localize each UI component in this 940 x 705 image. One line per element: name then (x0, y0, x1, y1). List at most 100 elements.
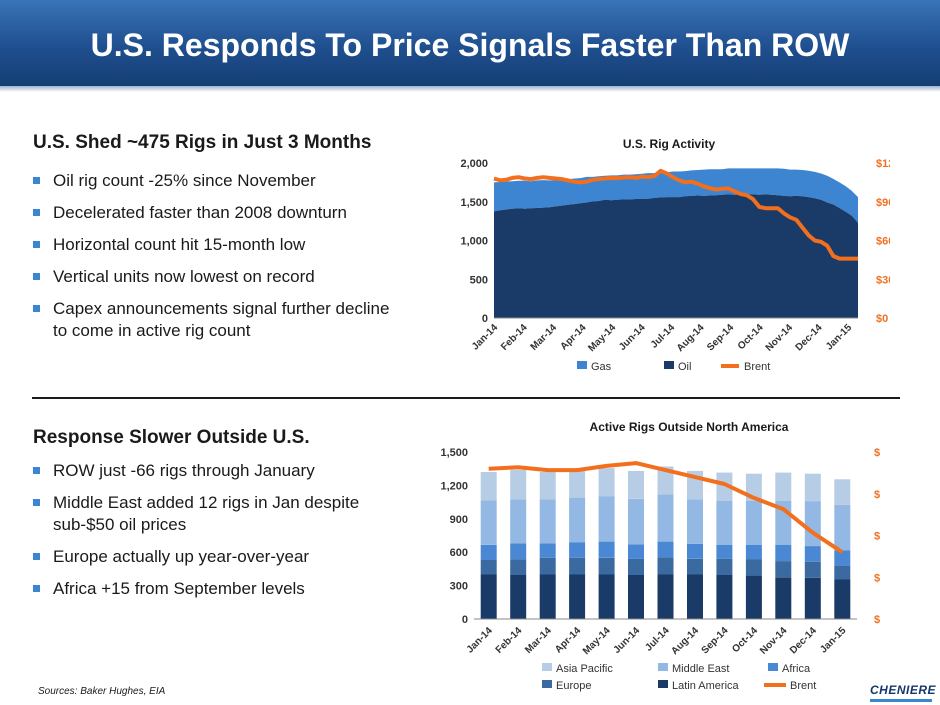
bar-europe (687, 558, 703, 575)
y2-tick-label: $30 (876, 274, 890, 286)
bar-africa (657, 541, 674, 558)
legend-oil-swatch (664, 361, 674, 369)
x-tick-label: Feb-14 (499, 322, 530, 353)
x-tick-label: Apr-14 (553, 625, 583, 655)
bar-asia-pacific (480, 472, 497, 501)
y2-tick-label: $90 (876, 197, 890, 209)
bullet-item: Oil rig count -25% since November (33, 170, 403, 192)
y-tick-label: 2,000 (460, 158, 488, 170)
y2-tick-label: $120 (874, 447, 880, 459)
y2-tick-label: $120 (876, 158, 890, 170)
bar-latin-america (628, 575, 644, 619)
bar-latin-america (480, 574, 497, 619)
bar-africa (716, 545, 733, 559)
legend-brent-label: Brent (744, 361, 770, 372)
bar-africa (775, 545, 792, 562)
logo-underline (870, 699, 932, 702)
bar-middle-east (804, 501, 821, 546)
bullet-item: Decelerated faster than 2008 downturn (33, 202, 403, 224)
bar-latin-america (834, 579, 851, 619)
bar-europe (628, 558, 644, 575)
bar-middle-east (480, 500, 497, 545)
bar-africa (480, 545, 497, 560)
y2-tick-label: $0 (876, 313, 888, 325)
bar-middle-east (687, 499, 703, 544)
bar-asia-pacific (598, 468, 615, 497)
x-tick-label: May-14 (581, 625, 613, 657)
header-banner (0, 0, 940, 86)
y-tick-label: 500 (470, 274, 488, 286)
x-tick-label: Oct-14 (736, 322, 766, 352)
bar-middle-east (657, 494, 674, 542)
x-tick-label: Sep-14 (705, 322, 736, 353)
bar-middle-east (716, 501, 733, 545)
bar-asia-pacific (657, 466, 674, 495)
legend-latin-america-label: Latin America (672, 680, 740, 692)
bullet-item: Vertical units now lowest on record (33, 266, 403, 288)
x-tick-label: Aug-14 (675, 322, 707, 354)
bar-asia-pacific (804, 473, 821, 502)
bottom-section-heading: Response Slower Outside U.S. (33, 427, 310, 448)
bar-asia-pacific (716, 472, 733, 501)
legend-europe-label: Europe (556, 680, 591, 692)
x-tick-label: Aug-14 (669, 625, 701, 657)
bar-africa (628, 544, 644, 559)
y2-tick-label: $60 (876, 236, 890, 248)
bar-europe (834, 565, 851, 580)
brent-line (488, 461, 844, 554)
bullet-item: Europe actually up year-over-year (33, 546, 403, 568)
legend-asia-pacific-swatch (542, 663, 552, 671)
x-tick-label: Mar-14 (523, 625, 554, 656)
bar-latin-america (657, 574, 674, 619)
bar-europe (775, 561, 792, 578)
x-tick-label: Nov-14 (764, 322, 796, 354)
bar-latin-america (687, 574, 703, 619)
sources-note: Sources: Baker Hughes, EIA (38, 686, 166, 697)
bar-latin-america (775, 577, 792, 620)
top-section-heading: U.S. Shed ~475 Rigs in Just 3 Months (33, 132, 372, 153)
bar-africa (510, 543, 527, 560)
x-tick-label: Dec-14 (794, 322, 825, 353)
y-tick-label: 1,500 (460, 197, 488, 209)
x-tick-label: Apr-14 (558, 322, 588, 352)
bar-europe (539, 557, 556, 575)
legend-gas-label: Gas (591, 361, 612, 372)
x-tick-label: Sep-14 (700, 625, 731, 656)
y2-tick-label: $30 (874, 572, 880, 584)
page-title: U.S. Responds To Price Signals Faster Th… (90, 27, 850, 63)
x-tick-label: Jan-15 (824, 322, 854, 352)
bar-africa (687, 543, 703, 559)
bar-asia-pacific (569, 470, 586, 498)
x-tick-label: Jun-14 (612, 625, 643, 656)
bar-europe (745, 559, 762, 576)
legend-europe-swatch (542, 680, 552, 688)
bar-middle-east (598, 496, 615, 542)
y-tick-label: 1,500 (440, 447, 468, 459)
x-tick-label: Jan-14 (470, 322, 500, 352)
bar-latin-america (510, 575, 527, 619)
chart-title: U.S. Rig Activity (623, 137, 716, 151)
bar-europe (804, 561, 821, 578)
bar-europe (657, 557, 674, 575)
bar-middle-east (745, 501, 762, 545)
bar-africa (539, 543, 556, 558)
y2-tick-label: $90 (874, 489, 880, 501)
bar-middle-east (539, 499, 556, 544)
oil-area (494, 194, 858, 318)
header-shadow (0, 86, 940, 92)
y2-tick-label: $0 (874, 614, 880, 626)
bar-latin-america (745, 575, 762, 619)
bar-asia-pacific (539, 472, 556, 500)
bar-middle-east (510, 499, 527, 544)
x-tick-label: Feb-14 (494, 625, 525, 656)
bar-africa (834, 550, 851, 566)
bullet-item: Horizontal count hit 15-month low (33, 234, 403, 256)
outside-na-rigs-chart: Active Rigs Outside North America 0 300 600… (440, 420, 880, 692)
bullet-item: Africa +15 from September levels (33, 578, 403, 600)
bar-middle-east (834, 504, 851, 551)
bar-latin-america (569, 574, 586, 619)
legend-africa-swatch (768, 663, 778, 671)
bar-europe (480, 560, 497, 575)
x-tick-label: May-14 (586, 322, 618, 354)
y-tick-label: 900 (450, 514, 468, 526)
